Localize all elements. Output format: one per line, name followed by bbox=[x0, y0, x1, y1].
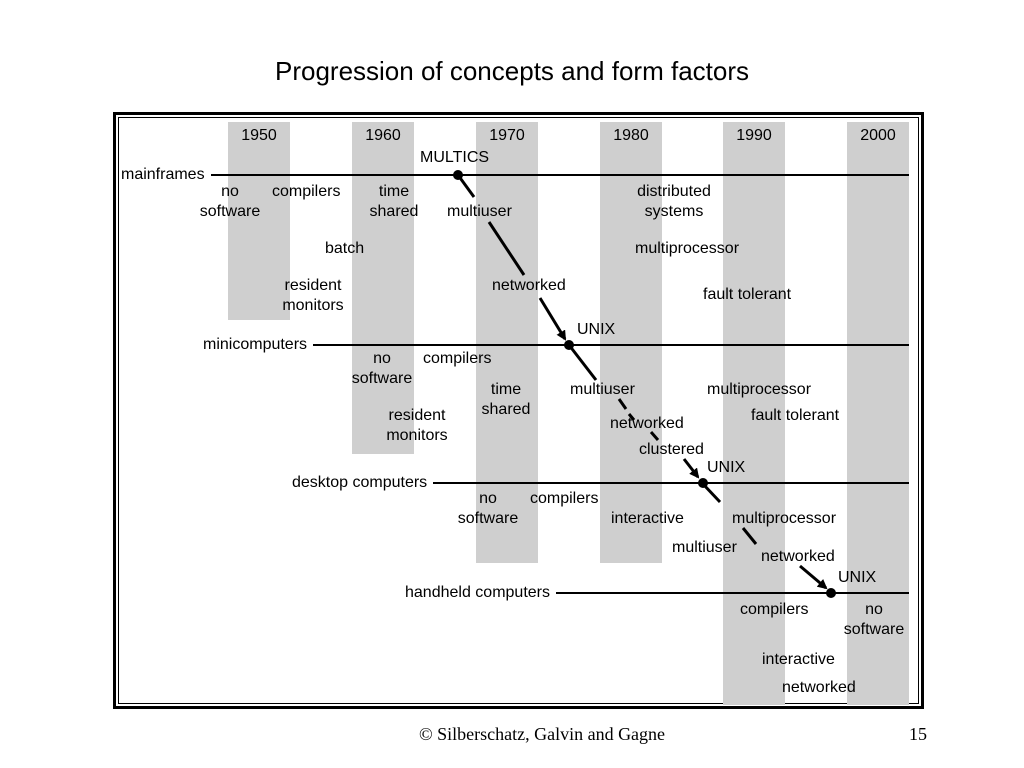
arrow-multiprocessor-to-networked bbox=[741, 527, 758, 545]
decade-band-2000 bbox=[847, 122, 909, 705]
hand-compilers: compilers bbox=[740, 601, 809, 618]
dash-networked-to-clustered bbox=[649, 431, 660, 441]
mini-shared: shared bbox=[481, 401, 531, 418]
arrow-clustered-to-unix-desktop bbox=[682, 458, 700, 479]
mini-clustered: clustered bbox=[639, 441, 704, 458]
decade-label-2000: 2000 bbox=[860, 127, 896, 144]
mini-resident: resident bbox=[388, 407, 446, 424]
arrow-networked-to-unix-handheld bbox=[799, 564, 828, 590]
mf-multiprocessor: multiprocessor bbox=[635, 240, 740, 257]
desktop-timeline bbox=[292, 482, 909, 484]
mf-networked: networked bbox=[492, 277, 566, 294]
mini-monitors: monitors bbox=[386, 427, 448, 444]
page-number: 15 bbox=[909, 724, 927, 744]
minicomputers-timeline bbox=[204, 344, 909, 346]
mf-resident: resident bbox=[284, 277, 342, 294]
hand-software: software bbox=[843, 621, 905, 638]
frame-outer-border bbox=[113, 112, 924, 709]
arrow-networked-to-unix-mini bbox=[538, 297, 567, 341]
row-label-minicomputers: minicomputers bbox=[201, 335, 314, 355]
milestone-dot-unix-mini bbox=[564, 340, 574, 350]
desk-interactive: interactive bbox=[611, 510, 684, 527]
row-label-mainframes: mainframes bbox=[119, 165, 211, 185]
mainframes-timeline bbox=[120, 174, 909, 176]
mini-fault-tolerant: fault tolerant bbox=[751, 407, 840, 424]
milestone-unix-handheld: UNIX bbox=[838, 569, 877, 586]
decade-band-1950 bbox=[228, 122, 290, 320]
mini-resident-monitors: resident monitors bbox=[374, 406, 460, 446]
dash-multiuser-to-networked-1 bbox=[617, 398, 628, 410]
mini-time-shared: time shared bbox=[472, 380, 540, 420]
mf-time: time bbox=[378, 183, 410, 200]
handheld-timeline bbox=[406, 592, 909, 594]
decade-label-1970: 1970 bbox=[489, 127, 525, 144]
mini-time: time bbox=[490, 381, 522, 398]
desk-no-software: no software bbox=[448, 489, 528, 529]
arrow-unix-mini-to-multiuser bbox=[567, 344, 598, 381]
mini-multiuser: multiuser bbox=[570, 381, 635, 398]
mini-software: software bbox=[351, 370, 413, 387]
mf-distributed: distributed bbox=[637, 183, 711, 200]
desk-software: software bbox=[457, 510, 519, 527]
mf-compilers: compilers bbox=[272, 183, 341, 200]
mf-time-shared: time shared bbox=[360, 182, 428, 222]
row-label-handheld: handheld computers bbox=[403, 583, 556, 603]
decade-band-1960 bbox=[352, 122, 414, 454]
mf-no-software: no software bbox=[190, 182, 270, 222]
mf-fault-tolerant: fault tolerant bbox=[703, 286, 792, 303]
decade-label-1960: 1960 bbox=[365, 127, 401, 144]
mini-no: no bbox=[373, 350, 391, 367]
mini-no-software: no software bbox=[342, 349, 422, 389]
desk-no: no bbox=[479, 490, 497, 507]
mini-networked: networked bbox=[610, 415, 684, 432]
desk-networked: networked bbox=[761, 548, 835, 565]
mf-resident-monitors: resident monitors bbox=[270, 276, 356, 316]
mf-systems: systems bbox=[644, 203, 704, 220]
hand-interactive: interactive bbox=[762, 651, 835, 668]
mini-compilers: compilers bbox=[423, 350, 492, 367]
milestone-dot-multics bbox=[453, 170, 463, 180]
decade-label-1980: 1980 bbox=[613, 127, 649, 144]
milestone-dot-unix-desktop bbox=[698, 478, 708, 488]
mf-no: no bbox=[221, 183, 239, 200]
desk-multiprocessor: multiprocessor bbox=[732, 510, 837, 527]
milestone-unix-desktop: UNIX bbox=[707, 459, 746, 476]
milestone-multics: MULTICS bbox=[420, 149, 490, 166]
arrow-multiuser-to-networked bbox=[487, 221, 526, 276]
decade-label-1990: 1990 bbox=[736, 127, 772, 144]
decade-label-1950: 1950 bbox=[241, 127, 277, 144]
hand-no: no bbox=[865, 601, 883, 618]
milestone-unix-mini: UNIX bbox=[577, 321, 616, 338]
milestone-dot-unix-handheld bbox=[826, 588, 836, 598]
mf-monitors: monitors bbox=[282, 297, 344, 314]
desk-multiuser: multiuser bbox=[672, 539, 737, 556]
mini-multiprocessor: multiprocessor bbox=[707, 381, 812, 398]
mf-shared: shared bbox=[369, 203, 419, 220]
footer-copyright: © Silberschatz, Galvin and Gagne bbox=[418, 724, 666, 744]
mf-multiuser: multiuser bbox=[447, 203, 512, 220]
dash-multiuser-to-networked-2 bbox=[627, 413, 636, 421]
decade-band-1980 bbox=[600, 122, 662, 563]
hand-no-software: no software bbox=[836, 600, 912, 640]
decade-band-1970 bbox=[476, 122, 538, 563]
row-label-desktop: desktop computers bbox=[290, 473, 434, 493]
mf-software: software bbox=[199, 203, 261, 220]
desk-compilers: compilers bbox=[530, 490, 599, 507]
slide-title: Progression of concepts and form factors bbox=[274, 56, 749, 86]
mf-batch: batch bbox=[325, 240, 365, 257]
mf-distributed-systems: distributed systems bbox=[626, 182, 722, 222]
frame-inner-border bbox=[118, 117, 919, 704]
decade-band-1990 bbox=[723, 122, 785, 705]
hand-networked: networked bbox=[782, 679, 856, 696]
